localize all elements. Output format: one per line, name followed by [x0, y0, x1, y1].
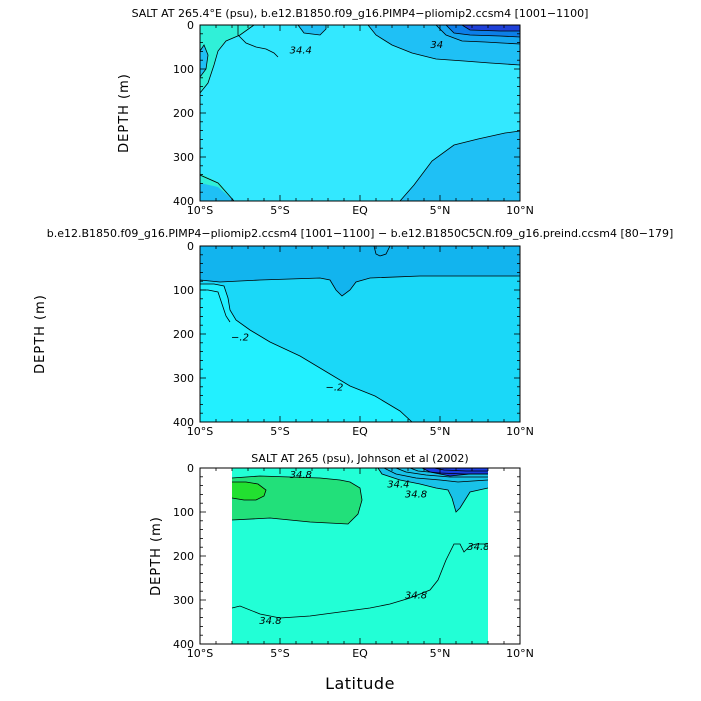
panel-2-y-tick-label: 300 — [173, 372, 194, 385]
p2-contour — [200, 283, 413, 422]
panel-3-x-tick-label: 5°S — [270, 647, 289, 660]
panel-3-y-tick-label: 200 — [173, 550, 194, 563]
contour-label: 34 — [430, 40, 443, 51]
contour-label: 34.4 — [290, 46, 312, 57]
panel-2-y-tick-label: 100 — [173, 284, 194, 297]
panel-2: b.e12.B1850.f09_g16.PIMP4−pliomip2.ccsm4… — [33, 227, 673, 438]
contour-label: 34.8 — [405, 489, 427, 500]
p1-region-eq-fresh — [298, 25, 326, 35]
p1-contour — [200, 44, 209, 78]
panel-1-title: SALT AT 265.4°E (psu), b.e12.B1850.f09_g… — [132, 7, 589, 20]
panel-1-y-tick-label: 0 — [187, 19, 194, 32]
panel-1-y-tick-label: 300 — [173, 151, 194, 164]
p2-contour — [200, 289, 231, 323]
panel-1-x-tick-label: 5°N — [430, 204, 451, 217]
panel-2-x-tick-label: 10°S — [187, 425, 213, 438]
panel-2-y-tick-label: 0 — [187, 240, 194, 253]
p1-contour — [435, 25, 520, 45]
panel-2-field: −.2 −.2 — [200, 246, 520, 422]
panel-3-y-tick-label: 400 — [173, 638, 194, 651]
panel-3-x-tick-label: 5°N — [430, 647, 451, 660]
p2-region-low — [200, 284, 412, 422]
p1-contour — [237, 25, 279, 58]
p1-contour — [200, 25, 255, 94]
panel-1-y-tick-label: 100 — [173, 63, 194, 76]
p1-contour — [399, 130, 520, 201]
p3-contour — [377, 468, 488, 513]
panel-1-y-tick-label: 400 — [173, 195, 194, 208]
panel-3-y-tick-label: 100 — [173, 506, 194, 519]
p1-region-salty-left — [200, 25, 254, 93]
p1-contour — [445, 25, 520, 38]
p3-region-low — [378, 468, 488, 512]
panel-1-y-tick-label: 200 — [173, 107, 194, 120]
p3-contour — [383, 468, 488, 483]
contour-label: 34.8 — [290, 470, 312, 481]
panel-1-x-tick-label: 5°S — [270, 204, 289, 217]
p1-region-lowest-top — [462, 25, 520, 31]
panel-2-y-tick-label: 400 — [173, 416, 194, 429]
panel-1-ylabel: DEPTH (m) — [117, 73, 132, 153]
p1-contour — [461, 25, 520, 32]
p2-contour — [373, 246, 391, 257]
p1-region-deep-left — [200, 183, 234, 201]
p2-region-top — [200, 246, 520, 296]
contour-label: −.2 — [325, 383, 343, 394]
contour-label: 34.4 — [387, 480, 409, 491]
contour-label: 34.8 — [259, 616, 281, 627]
contour-label: 34.8 — [405, 591, 427, 602]
p1-contour — [200, 174, 235, 201]
p1-contour — [367, 25, 520, 66]
p3-contour — [421, 468, 488, 477]
panel-3-x-tick-label: EQ — [352, 647, 368, 660]
panel-3-field: 34.834.434.834.834.834.8 — [232, 468, 489, 644]
panel-1-x-tick-label: EQ — [352, 204, 368, 217]
panel-2-x-tick-label: 10°N — [506, 425, 534, 438]
panel-3-x-tick-label: 10°S — [187, 647, 213, 660]
panel-2-x-tick-label: 5°S — [270, 425, 289, 438]
p3-region-high — [232, 476, 362, 524]
p2-contour — [200, 275, 520, 297]
panel-1-x-tick-label: 10°N — [506, 204, 534, 217]
panel-2-y-tick-label: 200 — [173, 328, 194, 341]
panel-1: SALT AT 265.4°E (psu), b.e12.B1850.f09_g… — [117, 7, 588, 217]
contour-label: −.2 — [231, 333, 249, 344]
panel-3-x-tick-label: 10°N — [506, 647, 534, 660]
p1-region-deep-right — [400, 131, 520, 201]
panel-3-y-tick-label: 300 — [173, 594, 194, 607]
panel-3-y-tick-label: 0 — [187, 462, 194, 475]
p3-contour — [232, 543, 488, 619]
p3-region-highest — [232, 482, 266, 500]
p1-contour — [297, 25, 327, 36]
panel-3: SALT AT 265 (psu), Johnson et al (2002) — [149, 452, 534, 693]
panel-2-x-tick-label: EQ — [352, 425, 368, 438]
panel-2-x-tick-label: 5°N — [430, 425, 451, 438]
panel-2-ylabel: DEPTH (m) — [33, 294, 48, 374]
p3-contour — [232, 475, 363, 525]
panel-3-title: SALT AT 265 (psu), Johnson et al (2002) — [251, 452, 468, 465]
panel-1-x-tick-label: 10°S — [187, 204, 213, 217]
panel-1-field: 34.4 34 — [200, 25, 520, 201]
panel-3-ylabel: DEPTH (m) — [149, 516, 164, 596]
p3-contour — [232, 481, 267, 501]
p3-contour — [395, 468, 488, 478]
contour-label: 34.8 — [467, 542, 489, 553]
p3-contour — [433, 468, 488, 472]
panel-3-xlabel: Latitude — [325, 674, 395, 693]
panel-2-title: b.e12.B1850.f09_g16.PIMP4−pliomip2.ccsm4… — [47, 227, 674, 240]
